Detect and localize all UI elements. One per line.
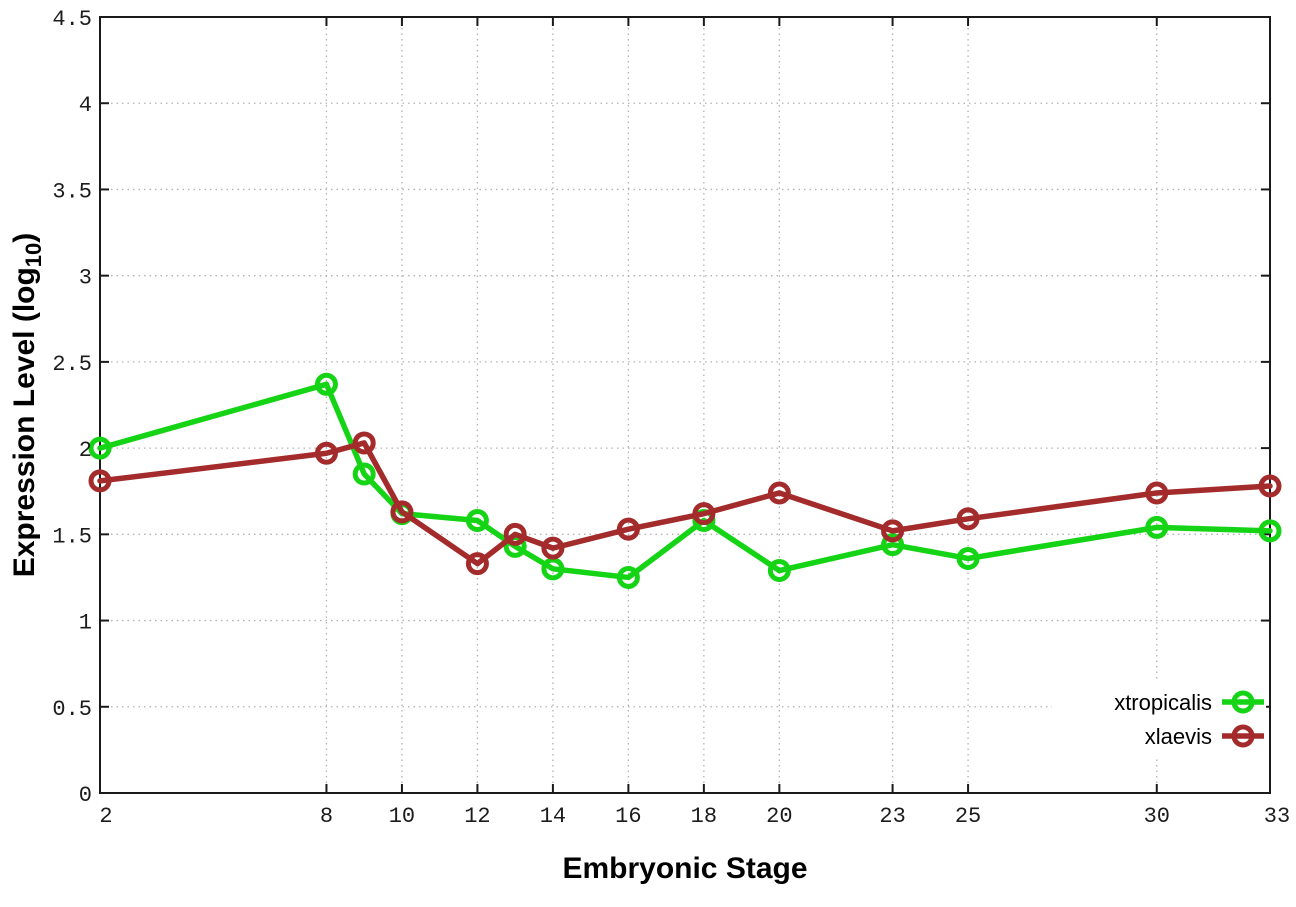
data-point-xlaevis-stage-13 — [503, 522, 527, 546]
x-tick-label-14: 14 — [540, 804, 566, 829]
legend: xtropicalis xlaevis — [1052, 680, 1266, 756]
data-point-xlaevis-stage-20 — [767, 481, 791, 505]
data-point-xlaevis-stage-12 — [465, 552, 489, 576]
x-axis-title: Embryonic Stage — [562, 852, 807, 885]
x-tick-label-25: 25 — [955, 804, 981, 829]
series-line-xtropicalis — [97, 381, 1273, 581]
data-point-xtropicalis-stage-14 — [541, 557, 565, 581]
legend-sample-marker — [1231, 724, 1255, 748]
x-tick-label-20: 20 — [766, 804, 792, 829]
gridlines — [100, 17, 1270, 793]
data-point-xlaevis-stage-18 — [692, 502, 716, 526]
legend-item-xlaevis: xlaevis — [1145, 724, 1264, 749]
y-axis-title: Expression Level (log10) — [8, 233, 46, 578]
y-tick-label-0: 0 — [79, 783, 92, 808]
y-tick-label-2: 2 — [79, 438, 92, 463]
x-tick-label-12: 12 — [464, 804, 490, 829]
x-tick-label-10: 10 — [389, 804, 415, 829]
x-tick-label-23: 23 — [879, 804, 905, 829]
data-point-xtropicalis-stage-33 — [1258, 519, 1282, 543]
data-point-xtropicalis-stage-16 — [616, 565, 640, 589]
x-tick-label-30: 30 — [1144, 804, 1170, 829]
legend-label-xlaevis: xlaevis — [1145, 724, 1212, 749]
legend-label-xtropicalis: xtropicalis — [1114, 690, 1212, 715]
tick-labels: 0 0.5 1 1.5 2 2.5 3 3.5 4 4.5 2 8 10 12 14 16 18 20 23 25 30… — [52, 7, 1290, 829]
data-point-xlaevis-stage-30 — [1145, 481, 1169, 505]
data-point-xlaevis-stage-9 — [352, 431, 376, 455]
data-point-xtropicalis-stage-23 — [881, 533, 905, 557]
legend-item-xtropicalis: xtropicalis — [1114, 690, 1264, 715]
data-point-xtropicalis-stage-12 — [465, 509, 489, 533]
plot-border — [99, 16, 1271, 794]
series-xlaevis — [88, 431, 1282, 576]
series-line-xlaevis — [97, 440, 1273, 567]
y-tick-label-1: 1 — [79, 611, 92, 636]
x-tick-label-2: 2 — [99, 804, 112, 829]
data-point-xlaevis-stage-23 — [881, 519, 905, 543]
data-point-xlaevis-stage-10 — [390, 500, 414, 524]
data-point-xlaevis-stage-16 — [616, 517, 640, 541]
y-tick-label-1.5: 1.5 — [52, 524, 92, 549]
y-tick-label-4.5: 4.5 — [52, 7, 92, 32]
x-tick-label-8: 8 — [320, 804, 333, 829]
data-point-xlaevis-stage-2 — [88, 469, 112, 493]
data-point-xtropicalis-stage-8 — [314, 372, 338, 396]
x-tick-label-18: 18 — [691, 804, 717, 829]
data-point-xlaevis-stage-8 — [314, 441, 338, 465]
legend-background — [1052, 680, 1266, 756]
data-point-xtropicalis-stage-30 — [1145, 515, 1169, 539]
data-point-xlaevis-stage-14 — [541, 536, 565, 560]
data-point-xtropicalis-stage-2 — [88, 436, 112, 460]
data-point-xtropicalis-stage-9 — [352, 462, 376, 486]
x-tick-label-16: 16 — [615, 804, 641, 829]
data-point-xtropicalis-stage-20 — [767, 559, 791, 583]
y-tick-label-3.5: 3.5 — [52, 179, 92, 204]
y-tick-label-2.5: 2.5 — [52, 352, 92, 377]
tick-marks — [99, 16, 1271, 794]
legend-sample-marker — [1231, 690, 1255, 714]
data-point-xlaevis-stage-33 — [1258, 474, 1282, 498]
data-point-xtropicalis-stage-25 — [956, 546, 980, 570]
y-tick-label-3: 3 — [79, 266, 92, 291]
data-point-xlaevis-stage-25 — [956, 507, 980, 531]
x-tick-label-33: 33 — [1264, 804, 1290, 829]
y-tick-label-0.5: 0.5 — [52, 697, 92, 722]
y-tick-label-4: 4 — [79, 93, 92, 118]
series-xtropicalis — [88, 372, 1282, 589]
